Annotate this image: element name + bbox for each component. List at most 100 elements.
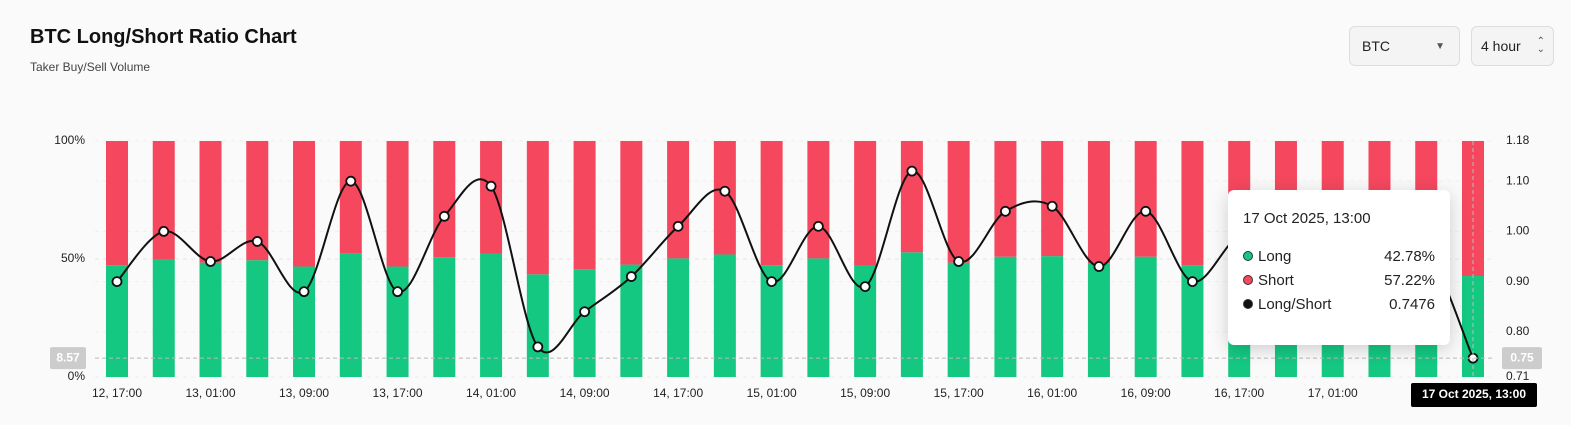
symbol-select[interactable]: BTC ▼ (1349, 26, 1460, 66)
ratio-point (1000, 205, 1011, 217)
legend-dot (1243, 299, 1253, 309)
ratio-point (812, 220, 824, 232)
short-bar (760, 141, 783, 266)
long-bar (386, 266, 409, 377)
ratio-point (579, 306, 590, 318)
long-bar (152, 259, 175, 377)
ratio-point (438, 210, 450, 222)
short-bar (994, 141, 1017, 257)
long-bar (339, 253, 362, 377)
long-bar (713, 254, 736, 377)
legend-dot (1243, 251, 1253, 261)
ratio-point (205, 256, 216, 267)
x-tick-label: 12, 17:00 (92, 386, 142, 400)
short-bar (807, 141, 830, 259)
interval-select[interactable]: 4 hour ⌃ ⌄ (1471, 26, 1554, 66)
legend-label: Long/Short (1258, 295, 1332, 313)
x-tick-label: 15, 17:00 (934, 386, 984, 400)
short-bar (199, 141, 222, 263)
long-bar (900, 252, 923, 377)
x-tick-label: 16, 01:00 (1027, 386, 1077, 400)
ratio-point (485, 180, 497, 192)
ratio-point (1046, 200, 1058, 212)
x-tick-label: 14, 01:00 (466, 386, 516, 400)
crosshair-x-label: 17 Oct 2025, 13:00 (1422, 387, 1526, 401)
y2-tick-label: 1.00 (1506, 224, 1530, 238)
short-bar (339, 141, 362, 254)
x-tick-label: 17, 01:00 (1308, 386, 1358, 400)
long-bar (106, 265, 128, 377)
ratio-point (672, 220, 684, 232)
x-tick-label: 16, 17:00 (1214, 386, 1264, 400)
long-bar (246, 260, 269, 377)
x-tick-label: 15, 01:00 (747, 386, 797, 400)
ratio-point (392, 286, 403, 298)
tooltip-value: 0.7476 (1389, 295, 1435, 313)
short-bar (1462, 141, 1484, 277)
y2-tick-label: 1.10 (1506, 173, 1530, 187)
ratio-point (625, 271, 637, 282)
stepper: ⌃ ⌄ (1536, 36, 1545, 55)
short-bar (854, 141, 877, 266)
x-tick-label: 13, 01:00 (185, 386, 235, 400)
crosshair-x-box (1411, 383, 1537, 407)
short-bar (433, 141, 456, 258)
title: BTC Long/Short Ratio Chart (30, 26, 297, 48)
ratio-point (158, 225, 170, 237)
legend-dot (1243, 275, 1253, 285)
x-tick-label: 13, 09:00 (279, 386, 329, 400)
short-bar (1134, 141, 1157, 257)
short-bar (480, 141, 503, 254)
short-bar (620, 141, 643, 265)
short-bar (1087, 141, 1110, 264)
short-bar (526, 141, 549, 275)
ratio-point (251, 236, 263, 247)
symbol-value: BTC (1362, 38, 1390, 54)
tooltip: 17 Oct 2025, 13:00 Long 42.78% Short 57.22… (1228, 190, 1450, 345)
long-bar (1087, 263, 1110, 377)
tooltip-row: Long 42.78% (1243, 246, 1435, 266)
short-bar (386, 141, 409, 267)
ratio-point (1093, 261, 1105, 272)
interval-value: 4 hour (1481, 38, 1521, 54)
x-tick-label: 14, 09:00 (560, 386, 610, 400)
short-bar (573, 141, 596, 270)
long-bar (1134, 256, 1157, 377)
x-tick-label: 16, 09:00 (1121, 386, 1171, 400)
ratio-point (298, 286, 310, 298)
y2-tick-label: 1.18 (1506, 133, 1530, 147)
long-bar (480, 253, 503, 377)
long-bar (667, 258, 690, 377)
short-bar (900, 141, 923, 253)
short-bar (713, 141, 736, 255)
long-bar (620, 264, 643, 377)
long-bar (1041, 256, 1064, 377)
long-bar (994, 256, 1017, 377)
ratio-point (345, 175, 357, 187)
ratio-point (719, 185, 731, 197)
short-bar (293, 141, 316, 267)
y-tick-label: 50% (61, 251, 85, 265)
short-bar (1181, 141, 1204, 266)
x-tick-label: 13, 17:00 (373, 386, 423, 400)
long-bar (854, 265, 877, 377)
long-bar (199, 262, 222, 377)
tooltip-value: 42.78% (1384, 247, 1435, 265)
long-bar (1181, 265, 1204, 377)
y2-tick-label: 0.80 (1506, 324, 1530, 338)
x-tick-label: 15, 09:00 (840, 386, 890, 400)
dropdown-arrow: ▼ (1435, 40, 1445, 52)
y2-tick-label: 0.90 (1506, 274, 1530, 288)
crosshair-y-box (50, 347, 86, 370)
y2-tick-label: 0.71 (1506, 369, 1530, 383)
long-bar (573, 269, 596, 377)
y-tick-label: 0% (68, 369, 86, 383)
long-bar (947, 262, 970, 377)
ratio-point (1187, 276, 1198, 287)
legend-label: Long (1258, 247, 1292, 265)
subtitle: Taker Buy/Sell Volume (30, 60, 151, 74)
tooltip-row: Long/Short 0.7476 (1243, 294, 1435, 314)
ratio-point (766, 276, 778, 287)
x-tick-label: 14, 17:00 (653, 386, 703, 400)
